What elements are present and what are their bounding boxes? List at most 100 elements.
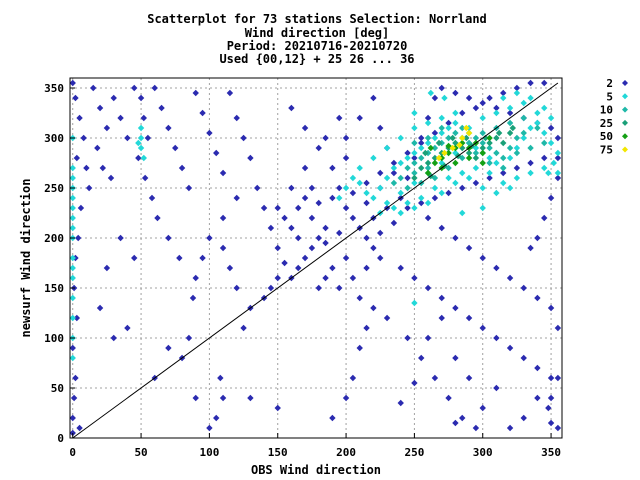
data-point — [554, 154, 562, 162]
data-point — [383, 144, 391, 152]
data-point — [424, 119, 432, 127]
data-point — [465, 94, 473, 102]
data-point — [69, 294, 76, 302]
data-point — [547, 394, 555, 402]
data-point — [404, 164, 411, 172]
data-point — [69, 194, 76, 202]
data-point — [486, 169, 493, 177]
data-point — [431, 94, 439, 102]
data-point — [377, 169, 384, 177]
data-point — [486, 94, 493, 102]
data-point — [534, 394, 541, 402]
data-point — [70, 394, 78, 402]
data-point — [135, 139, 142, 147]
data-point — [390, 164, 398, 172]
data-point — [301, 194, 309, 202]
data-point — [151, 84, 158, 92]
data-point — [445, 174, 452, 182]
data-point — [527, 124, 534, 132]
data-point — [110, 334, 117, 342]
data-point — [463, 134, 470, 142]
data-point — [404, 174, 411, 182]
data-point — [154, 214, 161, 222]
data-point — [506, 104, 514, 112]
data-point — [554, 149, 562, 157]
data-point — [336, 229, 343, 237]
data-point — [441, 149, 448, 157]
data-point — [390, 159, 398, 167]
data-point — [513, 134, 521, 142]
data-point — [452, 89, 459, 97]
data-point — [411, 149, 418, 157]
legend-marker — [622, 119, 628, 126]
data-point — [435, 154, 443, 162]
data-point — [226, 89, 234, 97]
data-point — [452, 354, 459, 362]
data-point — [383, 174, 391, 182]
data-point — [463, 124, 470, 132]
data-point — [472, 154, 480, 162]
data-point — [431, 374, 439, 382]
x-tick-label: 200 — [336, 446, 356, 459]
data-point — [465, 244, 473, 252]
data-point — [418, 134, 425, 142]
y-tick-label: 100 — [44, 332, 64, 345]
data-point — [349, 174, 357, 182]
data-point — [550, 159, 557, 167]
x-tick-label: 50 — [134, 446, 147, 459]
title-line-2: Wind direction [deg] — [245, 26, 390, 40]
data-point — [527, 159, 534, 167]
data-point — [411, 169, 418, 177]
data-point — [465, 154, 473, 162]
data-point — [73, 154, 81, 162]
data-point — [438, 294, 445, 302]
data-point — [495, 129, 503, 137]
data-point — [452, 109, 459, 117]
data-point — [459, 134, 466, 142]
data-point — [452, 419, 459, 427]
data-point — [189, 294, 197, 302]
data-point — [83, 164, 90, 172]
data-point — [329, 164, 336, 172]
data-point — [76, 424, 83, 432]
title-line-4: Used {00,12} + 25 26 ... 36 — [219, 52, 414, 66]
data-point — [69, 414, 76, 422]
data-point — [390, 169, 398, 177]
data-point — [363, 199, 370, 207]
data-point — [131, 254, 138, 262]
data-point — [404, 184, 411, 192]
data-point — [288, 184, 295, 192]
data-point — [356, 179, 363, 187]
data-point — [547, 124, 555, 132]
data-point — [520, 114, 527, 122]
data-point — [424, 284, 432, 292]
data-point — [233, 114, 240, 122]
data-point — [479, 254, 486, 262]
data-point — [80, 134, 87, 142]
data-point — [329, 414, 336, 422]
data-point — [281, 214, 288, 222]
y-tick-label: 300 — [44, 132, 64, 145]
data-point — [479, 139, 486, 147]
data-point — [322, 224, 329, 232]
data-point — [465, 149, 473, 157]
data-point — [506, 144, 514, 152]
data-point — [554, 169, 562, 177]
data-point — [431, 129, 439, 137]
data-point — [479, 99, 486, 107]
data-point — [545, 404, 552, 412]
data-point — [96, 304, 104, 312]
data-point — [506, 344, 514, 352]
data-point — [506, 424, 514, 432]
data-point — [500, 179, 507, 187]
data-point — [165, 344, 172, 352]
data-point — [479, 129, 486, 137]
data-point — [547, 114, 555, 122]
data-point — [377, 184, 384, 192]
data-point — [72, 94, 79, 102]
data-point — [141, 174, 149, 182]
data-point — [103, 124, 111, 132]
data-point — [459, 169, 466, 177]
data-point — [137, 144, 145, 152]
data-point — [336, 114, 343, 122]
